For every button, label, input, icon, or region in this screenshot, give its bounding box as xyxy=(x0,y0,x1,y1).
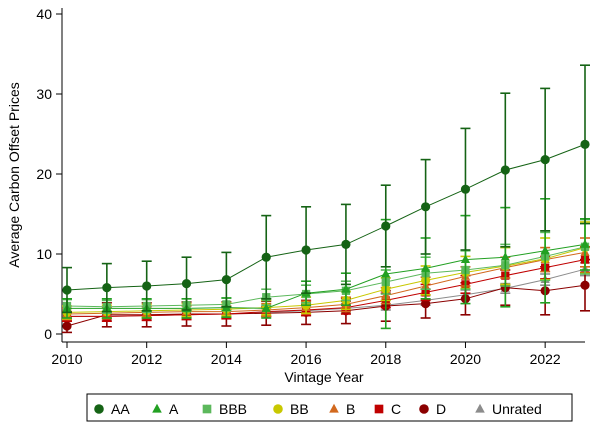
x-tick-label: 2014 xyxy=(211,351,242,367)
series-layer xyxy=(62,64,590,334)
legend-label-a: A xyxy=(169,401,179,417)
data-point-d xyxy=(580,280,590,290)
data-point-aa xyxy=(181,279,192,289)
series-line-b xyxy=(66,251,586,315)
y-tick-label: 10 xyxy=(36,246,52,262)
legend-label-c: C xyxy=(391,401,401,417)
series-line-bbb xyxy=(66,246,586,308)
data-point-aa xyxy=(221,275,231,285)
data-point-a xyxy=(540,245,550,255)
legend-label-b: B xyxy=(346,401,355,417)
data-point-aa xyxy=(142,281,152,291)
data-point-aa xyxy=(421,202,431,212)
data-point-aa xyxy=(301,245,311,255)
series-line-aa xyxy=(66,143,586,291)
data-point-a xyxy=(460,254,471,264)
data-point-aa xyxy=(341,239,351,249)
legend-label-unrated: Unrated xyxy=(492,401,542,417)
y-axis-title: Average Carbon Offset Prices xyxy=(6,82,22,267)
series-aa xyxy=(62,64,590,314)
plot-area: 0 10 20 30 40 2010 2012 2014 2016 2018 2020 2022 xyxy=(36,6,590,367)
x-tick-label: 2016 xyxy=(290,351,321,367)
data-point-aa xyxy=(381,221,391,231)
x-axis-ticks: 2010 2012 2014 2016 2018 2020 2022 xyxy=(51,342,561,367)
x-tick-label: 2020 xyxy=(450,351,481,367)
data-point-aa xyxy=(580,139,590,149)
data-point-d xyxy=(421,299,431,309)
series-line-a xyxy=(67,243,586,309)
legend-item-b: B xyxy=(329,401,355,417)
legend-item-d: D xyxy=(419,401,446,417)
legend-item-aa: AA xyxy=(94,401,130,417)
data-point-a xyxy=(341,284,351,293)
y-tick-label: 30 xyxy=(36,86,52,102)
legend-marker-bbb xyxy=(202,404,212,414)
series-line-bb xyxy=(66,247,586,313)
x-tick-label: 2018 xyxy=(370,351,401,367)
legend-marker-b xyxy=(329,403,339,413)
legend-marker-aa xyxy=(94,404,104,414)
legend-marker-d xyxy=(419,404,429,414)
data-point-a xyxy=(261,303,271,312)
x-tick-label: 2012 xyxy=(131,351,162,367)
legend-box xyxy=(86,393,573,422)
data-point-aa xyxy=(261,252,271,262)
legend: AA A BBB BB B C D Unrated xyxy=(86,393,573,422)
legend-marker-a xyxy=(152,403,162,413)
data-point-aa xyxy=(500,165,510,175)
y-tick-label: 0 xyxy=(44,326,52,342)
legend-marker-unrated xyxy=(475,403,485,413)
data-point-a xyxy=(500,252,510,261)
series-d xyxy=(62,258,590,334)
legend-label-aa: AA xyxy=(111,401,130,417)
series-bb xyxy=(62,221,590,320)
data-point-aa xyxy=(62,285,72,295)
data-point-aa xyxy=(102,283,112,293)
y-tick-label: 20 xyxy=(36,166,52,182)
legend-marker-c xyxy=(374,404,384,414)
legend-item-c: C xyxy=(374,401,401,417)
legend-marker-bb xyxy=(273,404,283,414)
legend-label-bb: BB xyxy=(290,401,309,417)
legend-item-bb: BB xyxy=(273,401,309,417)
data-point-aa xyxy=(540,155,550,165)
series-line-d xyxy=(66,284,586,327)
legend-item-bbb: BBB xyxy=(202,401,247,417)
legend-items: AA A BBB BB B C D Unrated xyxy=(94,401,542,417)
data-point-a xyxy=(421,263,431,272)
legend-item-a: A xyxy=(152,401,179,417)
data-point-a xyxy=(580,239,590,248)
y-axis-ticks: 0 10 20 30 40 xyxy=(36,6,62,342)
data-point-a xyxy=(381,268,391,278)
x-tick-label: 2010 xyxy=(51,351,82,367)
legend-label-d: D xyxy=(436,401,446,417)
legend-label-bbb: BBB xyxy=(219,401,247,417)
series-b xyxy=(62,237,590,321)
data-point-d xyxy=(62,321,72,331)
x-tick-label: 2022 xyxy=(530,351,561,367)
data-point-aa xyxy=(460,184,471,194)
y-tick-label: 40 xyxy=(36,6,52,22)
x-axis-title: Vintage Year xyxy=(284,369,363,385)
legend-item-unrated: Unrated xyxy=(475,401,542,417)
series-line-c xyxy=(67,259,586,317)
